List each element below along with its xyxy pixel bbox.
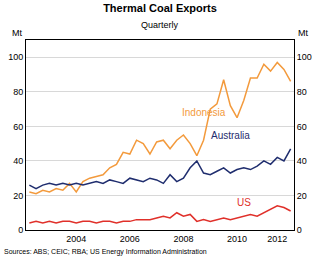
svg-text:60: 60	[297, 122, 307, 132]
svg-text:40: 40	[13, 156, 23, 166]
svg-text:Mt: Mt	[12, 28, 22, 38]
svg-text:Indonesia: Indonesia	[182, 107, 226, 118]
svg-text:20: 20	[297, 191, 307, 201]
svg-text:2008: 2008	[173, 234, 193, 244]
svg-text:40: 40	[297, 156, 307, 166]
svg-text:Mt: Mt	[298, 28, 308, 38]
svg-text:0: 0	[297, 225, 302, 235]
svg-text:100: 100	[297, 52, 312, 62]
svg-text:2006: 2006	[120, 234, 140, 244]
svg-text:100: 100	[8, 52, 23, 62]
svg-text:20: 20	[13, 191, 23, 201]
svg-text:Thermal Coal Exports: Thermal Coal Exports	[103, 2, 217, 14]
svg-text:2012: 2012	[267, 234, 287, 244]
svg-text:2004: 2004	[66, 234, 86, 244]
svg-text:2010: 2010	[227, 234, 247, 244]
svg-text:US: US	[237, 197, 251, 208]
svg-text:Quarterly: Quarterly	[141, 20, 179, 30]
svg-text:80: 80	[297, 87, 307, 97]
svg-text:60: 60	[13, 122, 23, 132]
svg-text:Sources: ABS; CEIC; RBA; US En: Sources: ABS; CEIC; RBA; US Energy Infor…	[4, 248, 207, 256]
svg-text:0: 0	[18, 225, 23, 235]
svg-text:80: 80	[13, 87, 23, 97]
svg-text:Australia: Australia	[211, 130, 250, 141]
